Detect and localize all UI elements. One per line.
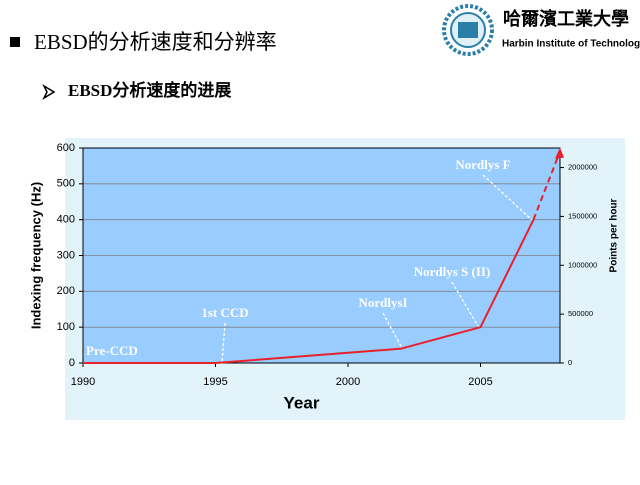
slide-title: EBSD的分析速度和分辨率 (34, 30, 277, 54)
y2-tick-label: 1500000 (568, 211, 597, 220)
annotation-pointer (382, 312, 403, 349)
annotation: 1st CCD (201, 305, 248, 320)
y-tick-label: 100 (57, 321, 75, 333)
slide-subtitle: EBSD分析速度的进展 (68, 80, 231, 100)
data-line (83, 219, 535, 364)
y-tick-label: 500 (57, 178, 75, 190)
logo (442, 4, 494, 56)
x-tick-label: 2005 (468, 376, 492, 388)
logo-english: Harbin Institute of Technology (502, 39, 640, 50)
y2-axis-title: Points per hour (609, 198, 620, 272)
x-tick-label: 1995 (203, 376, 227, 388)
y2-tick-label: 0 (568, 358, 572, 367)
arrow-head (555, 147, 564, 159)
x-tick-label: 2000 (336, 376, 360, 388)
y-axis-title: Indexing frequency (Hz) (28, 182, 43, 329)
annotation: Nordlys S (II) (414, 264, 491, 279)
y2-tick-label: 2000000 (568, 163, 597, 172)
data-line (532, 151, 561, 221)
x-tick-label: 1990 (71, 376, 95, 388)
y-tick-label: 600 (57, 142, 75, 154)
plot-frame (82, 147, 561, 364)
y-tick-label: 400 (57, 214, 75, 226)
y-tick-label: 300 (57, 249, 75, 261)
x-axis-title: Year (284, 393, 320, 412)
logo-chinese: 哈爾濱工業大學 (503, 8, 629, 29)
y2-tick-label: 1000000 (568, 260, 597, 269)
annotation-pointer (482, 174, 533, 221)
arrow-bullet (42, 84, 56, 100)
y-tick-label: 0 (69, 357, 75, 369)
annotation: NordlysI (358, 295, 407, 310)
y2-tick-label: 500000 (568, 309, 593, 318)
annotation: Pre-CCD (86, 343, 138, 358)
annotation-pointer (451, 281, 479, 327)
bullet (10, 37, 20, 47)
y-tick-label: 200 (57, 285, 75, 297)
annotation: Nordlys F (455, 157, 510, 172)
annotation-pointer (221, 322, 226, 363)
